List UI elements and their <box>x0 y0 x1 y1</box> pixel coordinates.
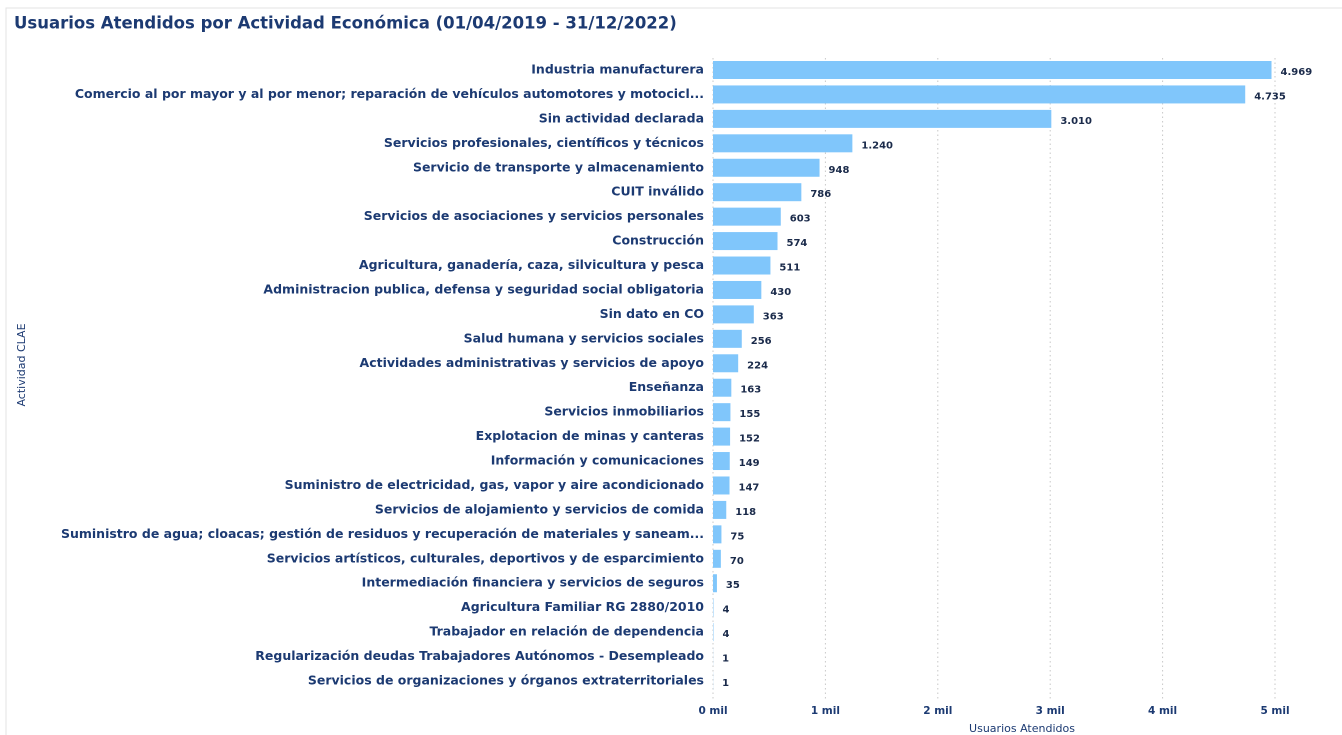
y-tick-label: Servicio de transporte y almacenamiento <box>413 159 704 174</box>
y-tick-label: Sin actividad declarada <box>539 110 704 125</box>
value-label: 1.240 <box>861 140 893 151</box>
bar <box>713 109 1052 128</box>
y-tick-label: Administracion publica, defensa y seguri… <box>263 281 704 296</box>
bar <box>713 500 727 519</box>
y-tick-label: Servicios de asociaciones y servicios pe… <box>364 208 704 223</box>
y-tick-label: Servicios artísticos, culturales, deport… <box>267 550 705 565</box>
y-tick-label: Servicios inmobiliarios <box>544 404 704 419</box>
bar <box>713 354 739 373</box>
bar <box>713 574 717 593</box>
value-label: 70 <box>730 556 744 567</box>
bar <box>713 134 853 153</box>
bar <box>713 232 778 251</box>
x-tick-label: 1 mil <box>811 705 840 717</box>
y-tick-label: Agricultura, ganadería, caza, silvicultu… <box>359 257 704 272</box>
value-label: 149 <box>739 458 760 469</box>
y-tick-label: Sin dato en CO <box>600 306 704 321</box>
value-label: 4 <box>722 605 729 616</box>
y-tick-label: Comercio al por mayor y al por menor; re… <box>75 86 704 101</box>
x-tick-label: 2 mil <box>923 705 952 717</box>
bar <box>713 378 732 397</box>
bar <box>713 525 722 544</box>
x-axis-title: Usuarios Atendidos <box>969 722 1075 735</box>
bar <box>713 305 754 324</box>
value-label: 152 <box>739 434 760 445</box>
value-label: 1 <box>722 678 729 689</box>
value-label: 786 <box>810 189 831 200</box>
value-label: 430 <box>770 287 791 298</box>
chart-title: Usuarios Atendidos por Actividad Económi… <box>14 14 677 33</box>
x-tick-label: 3 mil <box>1036 705 1065 717</box>
value-label: 4.735 <box>1254 91 1286 102</box>
bar <box>713 183 802 202</box>
y-tick-label: Regularización deudas Trabajadores Autón… <box>255 648 704 663</box>
x-tick-label: 0 mil <box>698 705 727 717</box>
y-tick-label: Servicios de organizaciones y órganos ex… <box>308 673 704 688</box>
y-tick-label: Explotacion de minas y canteras <box>476 428 704 443</box>
y-tick-label: Servicios de alojamiento y servicios de … <box>375 501 704 516</box>
value-label: 511 <box>779 263 800 274</box>
bar <box>713 256 771 275</box>
value-label: 118 <box>735 507 756 518</box>
bar <box>713 549 721 568</box>
y-tick-label: Industria manufacturera <box>531 62 704 77</box>
x-tick-label: 4 mil <box>1148 705 1177 717</box>
y-tick-label: Actividades administrativas y servicios … <box>360 355 705 370</box>
value-label: 35 <box>726 580 740 591</box>
bar <box>713 427 731 446</box>
y-tick-label: Servicios profesionales, científicos y t… <box>384 135 704 150</box>
bar <box>713 403 731 422</box>
y-tick-label: Intermediación financiera y servicios de… <box>362 575 704 590</box>
value-label: 574 <box>787 238 808 249</box>
value-label: 948 <box>829 165 850 176</box>
value-label: 1 <box>722 654 729 665</box>
value-label: 224 <box>747 360 768 371</box>
bar <box>713 452 730 471</box>
bar <box>713 476 730 495</box>
y-tick-label: Construcción <box>612 233 704 248</box>
y-tick-label: Información y comunicaciones <box>491 453 704 468</box>
value-label: 256 <box>751 336 772 347</box>
y-tick-label: Salud humana y servicios sociales <box>464 330 704 345</box>
y-tick-label: Agricultura Familiar RG 2880/2010 <box>461 599 704 614</box>
y-tick-label: CUIT inválido <box>611 184 704 199</box>
y-tick-label: Trabajador en relación de dependencia <box>429 624 704 639</box>
value-label: 4 <box>722 629 729 640</box>
bar <box>713 329 742 348</box>
y-axis-title: Actividad CLAE <box>15 323 28 406</box>
value-label: 155 <box>739 409 760 420</box>
value-label: 603 <box>790 214 811 225</box>
x-tick-label: 5 mil <box>1260 705 1289 717</box>
bar <box>713 85 1246 104</box>
value-label: 75 <box>730 531 744 542</box>
y-tick-label: Suministro de electricidad, gas, vapor y… <box>285 477 705 492</box>
bar <box>713 158 820 177</box>
value-label: 3.010 <box>1060 116 1092 127</box>
panel-border <box>5 7 1342 735</box>
bar <box>713 61 1272 79</box>
value-label: 147 <box>739 482 760 493</box>
bar <box>713 207 781 226</box>
value-label: 163 <box>740 385 761 396</box>
y-tick-label: Suministro de agua; cloacas; gestión de … <box>61 526 704 541</box>
value-label: 363 <box>763 311 784 322</box>
bar <box>713 280 762 299</box>
value-label: 4.969 <box>1281 67 1313 78</box>
y-tick-label: Enseñanza <box>629 379 704 394</box>
